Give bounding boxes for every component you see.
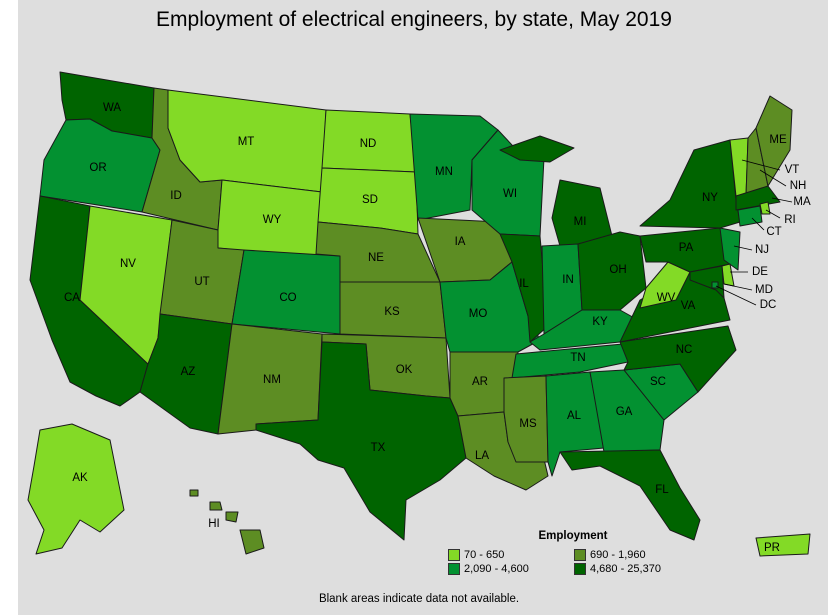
- state-label-sc: SC: [650, 376, 666, 388]
- legend-label-4: 4,680 - 25,370: [590, 563, 661, 575]
- state-ny[interactable]: [639, 139, 741, 229]
- state-label-ks: KS: [384, 306, 400, 318]
- state-label-ct: CT: [766, 226, 781, 238]
- state-label-tx: TX: [371, 442, 386, 454]
- state-label-il: IL: [519, 278, 529, 290]
- legend-swatch-2: [574, 549, 586, 561]
- state-label-tn: TN: [570, 352, 585, 364]
- state-ct[interactable]: [737, 205, 763, 227]
- state-label-la: LA: [475, 450, 489, 462]
- state-me[interactable]: [755, 95, 793, 187]
- state-label-ia: IA: [455, 236, 466, 248]
- state-label-nh: NH: [790, 180, 807, 192]
- state-tx[interactable]: [255, 341, 467, 541]
- state-label-id: ID: [170, 190, 182, 202]
- state-wi[interactable]: [471, 129, 545, 237]
- state-label-pr: PR: [764, 542, 780, 554]
- state-ri[interactable]: [759, 201, 771, 215]
- leader-line-md: [723, 283, 753, 291]
- leader-line-ct: [751, 217, 765, 231]
- legend-swatch-4: [574, 563, 586, 575]
- state-label-wa: WA: [103, 102, 121, 114]
- state-ma[interactable]: [735, 185, 781, 211]
- legend-swatch-1: [448, 549, 460, 561]
- legend-item-1: 70 - 650: [448, 549, 574, 561]
- labels-layer: WA OR CA NV ID MT WY UT AZ CO NM ND SD NE KS OK TX MN IA MO…: [64, 102, 811, 554]
- state-label-nv: NV: [120, 258, 136, 270]
- state-label-md: MD: [755, 284, 773, 296]
- state-pr[interactable]: [755, 533, 811, 557]
- state-label-oh: OH: [609, 264, 626, 276]
- state-label-dc: DC: [760, 299, 777, 311]
- state-label-ms: MS: [519, 418, 537, 430]
- state-wv[interactable]: [639, 261, 691, 309]
- leader-line-nh: [759, 169, 787, 187]
- state-label-ca: CA: [64, 292, 80, 304]
- state-label-az: AZ: [181, 366, 196, 378]
- legend-item-3: 2,090 - 4,600: [448, 563, 574, 575]
- state-label-mn: MN: [435, 166, 453, 178]
- legend-label-3: 2,090 - 4,600: [464, 563, 529, 575]
- leader-line-ri: [765, 209, 781, 219]
- state-label-nj: NJ: [755, 244, 769, 256]
- state-label-ut: UT: [194, 276, 209, 288]
- state-label-nm: NM: [263, 374, 281, 386]
- state-fl[interactable]: [559, 449, 701, 541]
- leader-line-vt: [741, 159, 781, 171]
- state-label-co: CO: [279, 292, 296, 304]
- legend-label-1: 70 - 650: [464, 549, 505, 561]
- state-label-ok: OK: [396, 364, 413, 376]
- state-label-or: OR: [89, 162, 106, 174]
- state-ak[interactable]: [27, 423, 125, 555]
- legend-swatch-3: [448, 563, 460, 575]
- legend-title: Employment: [538, 530, 608, 542]
- state-label-fl: FL: [655, 484, 669, 496]
- map-title: Employment of electrical engineers, by s…: [156, 8, 672, 31]
- state-label-ny: NY: [702, 192, 718, 204]
- state-label-ne: NE: [368, 252, 384, 264]
- state-label-ga: GA: [616, 406, 633, 418]
- state-label-mi: MI: [574, 216, 587, 228]
- state-label-ak: AK: [72, 472, 88, 484]
- state-label-wv: WV: [657, 292, 676, 304]
- footnote: Blank areas indicate data not available.: [318, 593, 520, 605]
- state-hi[interactable]: [189, 489, 265, 555]
- state-label-nd: ND: [360, 138, 377, 150]
- state-md[interactable]: [689, 265, 725, 299]
- state-label-ri: RI: [784, 214, 796, 226]
- state-label-al: AL: [567, 410, 582, 422]
- leader-line-ma: [771, 197, 793, 203]
- state-label-pa: PA: [679, 242, 694, 254]
- leader-line-nj: [733, 245, 753, 251]
- state-label-wi: WI: [503, 188, 517, 200]
- state-de[interactable]: [721, 263, 735, 287]
- state-label-ma: MA: [793, 196, 811, 208]
- states-layer: [27, 71, 811, 557]
- state-nc[interactable]: [619, 325, 737, 393]
- state-label-wy: WY: [263, 214, 282, 226]
- legend: Employment 70 - 650 690 - 1,960 2,090 - …: [448, 530, 738, 575]
- state-nj[interactable]: [719, 227, 741, 271]
- legend-item-2: 690 - 1,960: [574, 549, 714, 561]
- state-ga[interactable]: [589, 369, 665, 453]
- state-label-me: ME: [769, 134, 787, 146]
- state-label-ky: KY: [592, 316, 608, 328]
- state-label-mt: MT: [238, 136, 255, 148]
- state-label-ar: AR: [472, 376, 488, 388]
- legend-item-4: 4,680 - 25,370: [574, 563, 714, 575]
- legend-label-2: 690 - 1,960: [590, 549, 646, 561]
- state-label-mo: MO: [469, 308, 488, 320]
- state-label-sd: SD: [362, 194, 378, 206]
- state-label-vt: VT: [785, 164, 800, 176]
- state-label-de: DE: [752, 266, 768, 278]
- state-label-in: IN: [562, 274, 574, 286]
- state-label-nc: NC: [676, 344, 693, 356]
- state-label-hi: HI: [208, 518, 220, 530]
- state-dc[interactable]: [711, 281, 719, 289]
- leader-line-dc: [715, 285, 757, 306]
- state-label-va: VA: [681, 300, 696, 312]
